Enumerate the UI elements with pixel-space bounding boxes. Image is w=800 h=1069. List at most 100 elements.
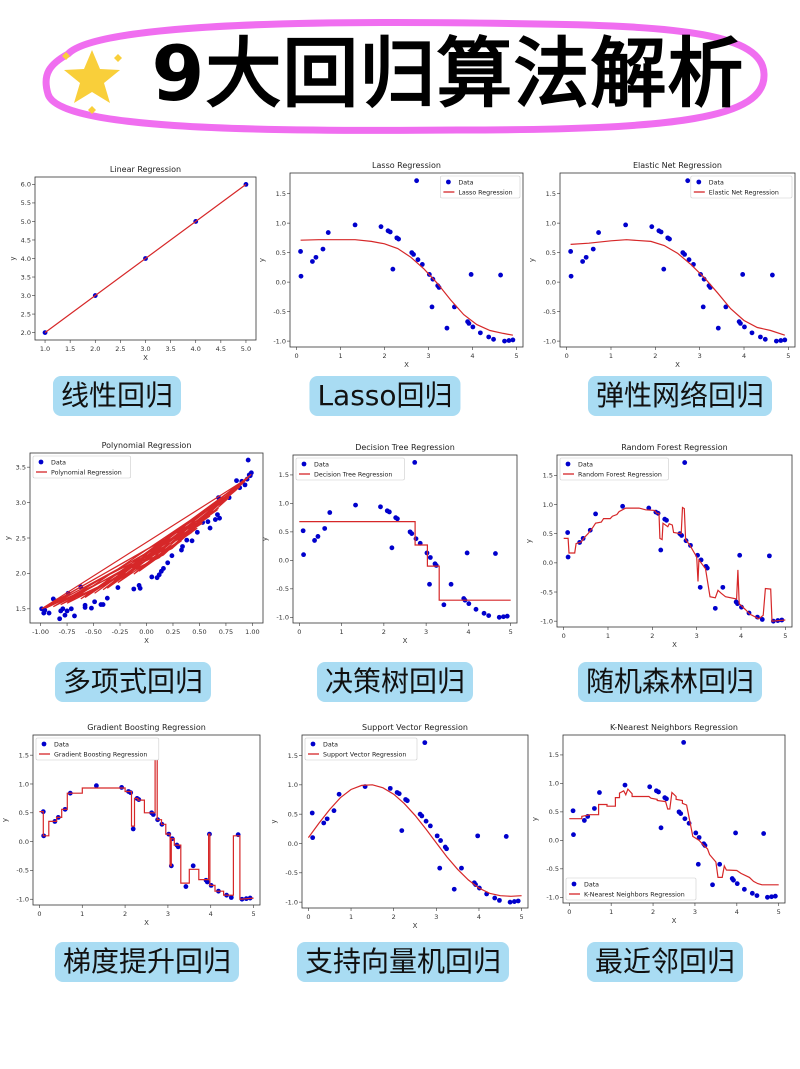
chart-decision-tree: Decision Tree Regression 0 1 2 3 4 5 -1.0 -0.5 0.… xyxy=(261,443,518,645)
x-tick-label: 0 xyxy=(297,628,301,636)
data-point xyxy=(742,324,747,330)
data-point xyxy=(580,259,586,264)
data-point xyxy=(473,606,479,612)
data-point xyxy=(658,229,664,235)
legend-entry: Polynomial Regression xyxy=(51,470,122,477)
legend-data-marker xyxy=(41,741,47,747)
chart-random-forest: Random Forest Regression 0 1 2 3 4 5 -1.0 -0.5 0.… xyxy=(525,443,793,649)
x-tick-label: 5 xyxy=(509,628,513,636)
data-point xyxy=(387,229,393,235)
regression-line xyxy=(44,183,247,334)
data-point xyxy=(205,519,211,525)
data-point xyxy=(717,861,723,867)
data-point xyxy=(298,273,304,279)
data-point xyxy=(749,330,755,336)
legend-box xyxy=(32,455,131,479)
y-tick-label: 0.0 xyxy=(288,840,298,848)
data-point xyxy=(664,517,669,523)
data-point xyxy=(733,830,738,836)
chart-polynomial: Polynomial Regression -1.00 -0.75 -0.50 -0.2… xyxy=(4,441,264,645)
data-point xyxy=(433,563,439,568)
chart-lasso: Lasso Regression 0 1 2 3 4 5 -1.0 -0.5 0.0 0.5 1.0 1… xyxy=(258,161,524,369)
data-point xyxy=(497,897,502,903)
data-point xyxy=(693,830,699,836)
plot-area xyxy=(307,740,522,905)
x-tick-label: 5 xyxy=(514,352,518,360)
data-point xyxy=(301,552,306,558)
y-axis-label: y xyxy=(258,258,266,262)
legend-entry: Decision Tree Regression xyxy=(314,472,392,479)
data-point xyxy=(740,272,746,277)
legend: Data Support Vector Regression xyxy=(304,737,418,761)
data-point xyxy=(681,740,687,745)
legend-data-marker xyxy=(310,741,316,747)
x-tick-label: 4.0 xyxy=(191,345,201,353)
data-point xyxy=(411,251,416,257)
y-tick-label: 1.0 xyxy=(19,780,29,788)
y-tick-label: -0.5 xyxy=(546,865,559,873)
y-tick-label: -0.5 xyxy=(16,867,29,875)
data-point xyxy=(685,178,691,184)
data-point xyxy=(313,254,319,260)
data-point xyxy=(491,336,496,342)
data-point xyxy=(658,825,664,831)
data-point xyxy=(696,835,702,840)
plot-frame xyxy=(292,454,518,624)
data-point xyxy=(451,886,457,892)
data-point xyxy=(656,789,661,795)
y-tick-label: 0.0 xyxy=(543,559,553,567)
legend-entry: Data xyxy=(314,462,329,469)
legend-data-marker xyxy=(446,179,451,185)
data-point xyxy=(115,585,121,590)
data-point xyxy=(622,782,628,788)
label-polynomial-regression: 多项式回归 xyxy=(54,662,212,702)
data-point xyxy=(93,783,99,789)
data-point xyxy=(194,529,200,535)
y-tick-label: 1.5 xyxy=(288,752,298,760)
star-icon xyxy=(62,50,122,114)
legend: Data Polynomial Regression xyxy=(32,455,131,479)
x-tick-label: 2 xyxy=(392,913,396,921)
chart-title: Elastic Net Regression xyxy=(633,161,722,170)
data-point xyxy=(310,835,316,841)
x-tick-label: 4 xyxy=(735,908,739,916)
data-point xyxy=(190,863,196,869)
data-point xyxy=(427,823,433,829)
x-axis-label: X xyxy=(404,361,409,369)
data-point xyxy=(723,304,729,310)
regression-line xyxy=(563,506,786,622)
data-point xyxy=(62,612,68,618)
x-tick-label: 2 xyxy=(650,632,654,640)
x-axis-label: X xyxy=(675,361,680,369)
x-tick-label: 3 xyxy=(426,352,430,360)
legend: Data Gradient Boosting Regression xyxy=(35,737,160,761)
y-tick-label: 3.0 xyxy=(16,499,26,507)
data-point xyxy=(571,832,576,838)
data-point xyxy=(444,325,450,331)
x-tick-label: 0 xyxy=(567,908,571,916)
data-point xyxy=(503,834,509,839)
data-point xyxy=(583,254,589,260)
legend-entry: Random Forest Regression xyxy=(578,472,662,479)
y-tick-label: 0.5 xyxy=(546,249,556,257)
data-point xyxy=(412,460,418,465)
data-point xyxy=(470,324,476,330)
y-axis-label: y xyxy=(1,818,9,822)
regression-line xyxy=(39,741,254,900)
x-tick-label: 5 xyxy=(783,632,787,640)
x-tick-label: 1 xyxy=(349,913,353,921)
data-point xyxy=(762,336,768,342)
x-tick-label: -0.75 xyxy=(59,628,76,636)
legend-box xyxy=(440,175,521,199)
data-point xyxy=(737,552,743,558)
x-tick-label: 4 xyxy=(466,628,470,636)
x-axis-label: X xyxy=(403,637,408,645)
y-tick-label: 0.0 xyxy=(276,278,286,286)
y-tick-label: -1.0 xyxy=(540,617,553,625)
y-tick-label: 2.0 xyxy=(16,570,26,578)
legend: Data Decision Tree Regression xyxy=(295,457,405,481)
y-tick-label: 5.5 xyxy=(21,199,31,207)
y-axis-label: y xyxy=(531,817,539,821)
plot-area xyxy=(298,178,516,344)
